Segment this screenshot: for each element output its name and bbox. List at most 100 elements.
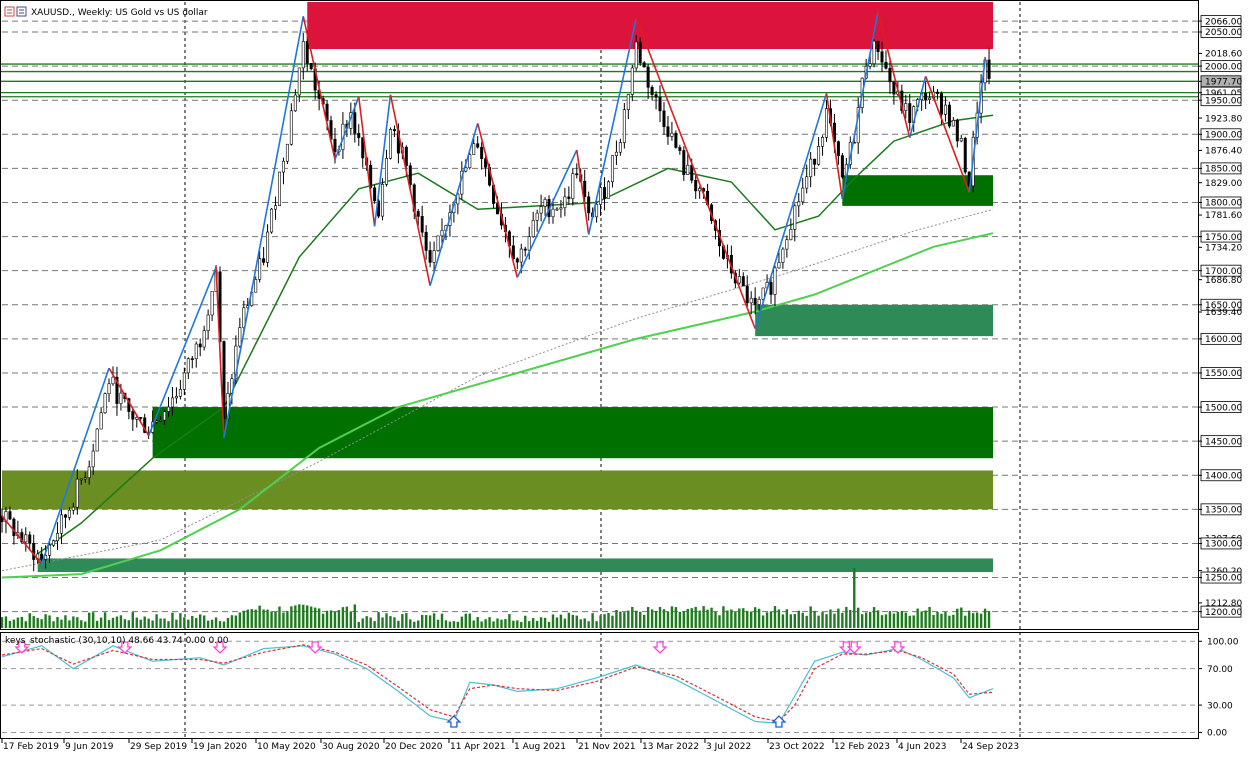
volume-bar: [508, 614, 511, 628]
volume-bar: [282, 612, 285, 628]
candle-body: [63, 514, 67, 518]
volume-bar: [0, 617, 4, 628]
volume-bar: [191, 615, 194, 628]
candle-body: [198, 343, 202, 348]
candle-body: [103, 393, 107, 414]
volume-bar: [230, 615, 234, 628]
volume-bar: [761, 615, 765, 628]
candle-body: [555, 208, 559, 211]
volume-bar: [210, 619, 214, 628]
volume-bar: [900, 610, 904, 628]
indicator-tick-label: 70.00: [1207, 665, 1233, 675]
candle-body: [166, 406, 170, 412]
volume-bar: [456, 621, 460, 628]
volume-bar: [424, 615, 428, 628]
volume-bar: [349, 611, 353, 628]
volume-bar: [345, 606, 349, 628]
candle-body: [884, 61, 888, 69]
zigzag-segment: [357, 96, 376, 227]
candle-body: [55, 533, 59, 541]
candle-body: [262, 258, 266, 263]
volume-bar: [385, 613, 388, 628]
volume-bar: [860, 614, 864, 628]
candle-body: [59, 514, 63, 534]
volume-bar: [353, 604, 356, 628]
price-tick-label: 2066.00: [1205, 17, 1242, 27]
zigzag-segment: [587, 18, 638, 235]
candle-body: [385, 157, 389, 185]
candle-body: [638, 41, 642, 64]
volume-bar: [143, 616, 146, 628]
volume-bar: [797, 610, 800, 628]
zigzag-segment: [754, 93, 828, 329]
volume-bar: [504, 619, 507, 628]
volume-bar: [488, 617, 491, 628]
volume-bar: [80, 620, 83, 628]
zigzag-segment: [476, 123, 519, 278]
volume-bar: [500, 619, 503, 628]
candle-body: [646, 66, 650, 88]
volume-bar: [702, 606, 705, 628]
candle-body: [610, 155, 614, 183]
candle-body: [111, 376, 115, 385]
candle-body: [678, 147, 682, 151]
volume-bar: [960, 607, 963, 628]
candle-body: [583, 180, 587, 198]
zigzag-segment: [108, 367, 150, 437]
volume-bar: [369, 617, 372, 628]
volume-bar: [880, 615, 884, 628]
volume-bar: [975, 612, 979, 628]
indicator-label: keys_stochastic (30,10,10) 48.66 43.74 0…: [5, 636, 229, 646]
candle-body: [924, 93, 928, 100]
candle-body: [99, 412, 103, 430]
price-tick-label: 1850.00: [1205, 165, 1242, 175]
vertical-grid: [184, 2, 1021, 737]
volume-bar: [555, 617, 559, 628]
volume-bar: [757, 608, 761, 628]
candle-body: [289, 110, 293, 145]
volume-bar: [218, 621, 222, 628]
volume-bar: [492, 621, 495, 628]
volume-bar: [535, 620, 539, 628]
volume-bar: [674, 607, 678, 628]
volume-bar: [436, 619, 440, 628]
price-tick-label: 1961.05: [1205, 89, 1242, 99]
volume-bar: [214, 617, 218, 628]
candle-body: [809, 158, 813, 178]
volume-bar: [888, 611, 892, 628]
time-tick-label: 13 Mar 2022: [642, 742, 699, 752]
candle-body: [52, 540, 56, 546]
volume-bar: [428, 615, 432, 628]
candle-body: [674, 132, 678, 148]
candle-body: [428, 250, 432, 263]
volume-bar: [321, 613, 325, 628]
volume-bar: [642, 614, 646, 628]
candle-body: [567, 196, 571, 199]
volume-bar: [222, 621, 226, 628]
volume-bar: [571, 614, 575, 628]
chart-window-icon: [4, 6, 27, 17]
volume-bar: [373, 621, 376, 628]
volume-bar: [829, 609, 832, 628]
volume-bar: [635, 610, 638, 628]
price-tick-label: 1350.00: [1205, 506, 1242, 516]
candle-body: [202, 330, 206, 348]
candle-body: [959, 137, 963, 142]
candle-body: [293, 94, 297, 112]
volume-bar: [789, 614, 793, 628]
price-tick-label: 1400.00: [1205, 471, 1242, 481]
stochastic-main-line: [1, 645, 994, 724]
volume-bar: [805, 615, 808, 628]
sell-arrow-icon: [846, 641, 862, 654]
candle-body: [277, 171, 281, 206]
volume-bar: [773, 606, 777, 628]
time-tick-label: 20 Dec 2020: [385, 742, 443, 752]
volume-bar: [361, 618, 364, 628]
volume-bar: [99, 617, 103, 628]
volume-bar: [195, 617, 198, 628]
volume-bar: [64, 615, 67, 628]
candle-body: [24, 534, 28, 543]
volume-bar: [381, 617, 384, 628]
